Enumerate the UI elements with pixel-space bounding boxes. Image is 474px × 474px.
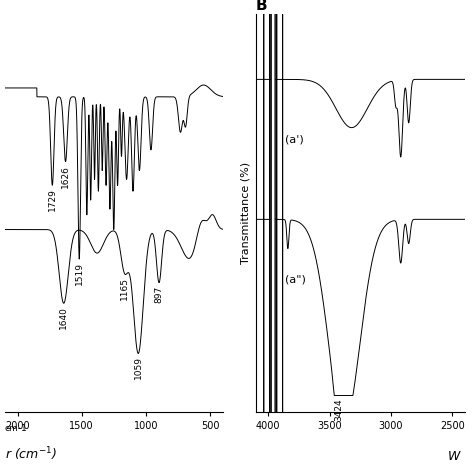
Text: cm-1: cm-1 [5,424,27,433]
Text: 1165: 1165 [120,277,129,300]
Text: 897: 897 [155,286,164,303]
Circle shape [271,0,275,474]
Text: 1519: 1519 [75,262,84,285]
Text: W: W [447,450,460,463]
Text: 1626: 1626 [61,164,70,188]
Y-axis label: Transmittance (%): Transmittance (%) [240,162,250,264]
Text: B: B [256,0,268,13]
Text: 1059: 1059 [134,356,143,379]
Text: 3424: 3424 [334,398,343,420]
Text: 1640: 1640 [59,306,68,329]
Text: 1729: 1729 [48,188,57,211]
Text: r (cm$^{-1}$): r (cm$^{-1}$) [5,446,57,464]
Text: (a'): (a') [285,135,304,145]
Circle shape [271,0,275,474]
Text: (a"): (a") [285,275,306,285]
